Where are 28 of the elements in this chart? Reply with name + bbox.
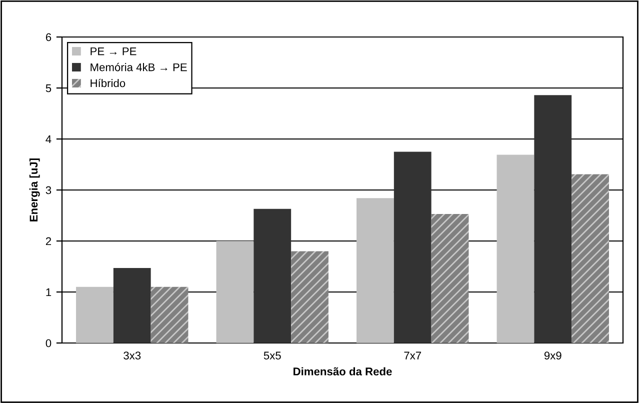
y-tick-label: 2 [46,237,52,246]
y-tick-label: 4 [46,135,52,144]
legend-label: Memória 4kB → PE [90,62,187,72]
y-tick-label: 1 [46,288,52,296]
x-tick-label: 7x7 [404,352,422,360]
y-tick-label: 6 [46,33,52,42]
bar [254,208,292,343]
y-tick-label: 3 [46,186,52,194]
y-tick-label: 0 [46,339,52,348]
x-tick-label: 9x9 [544,352,562,360]
bar [113,268,151,343]
x-tick-label: 5x5 [264,352,281,360]
bar [394,152,432,343]
bar [496,154,534,343]
y-axis-title: Energia [uJ] [29,158,40,222]
bar [76,286,114,343]
x-axis-title: Dimensão da Rede [294,367,392,376]
y-tick-label: 5 [46,84,52,92]
bar [216,241,254,343]
x-tick-label: 3x3 [124,352,141,360]
bar [431,214,469,343]
bar [150,286,188,343]
bar [572,174,609,343]
legend-label: PE → PE [90,47,136,56]
bar [534,95,572,343]
bar [291,251,328,343]
legend-label: Híbrido [90,78,126,88]
bar [356,198,394,343]
